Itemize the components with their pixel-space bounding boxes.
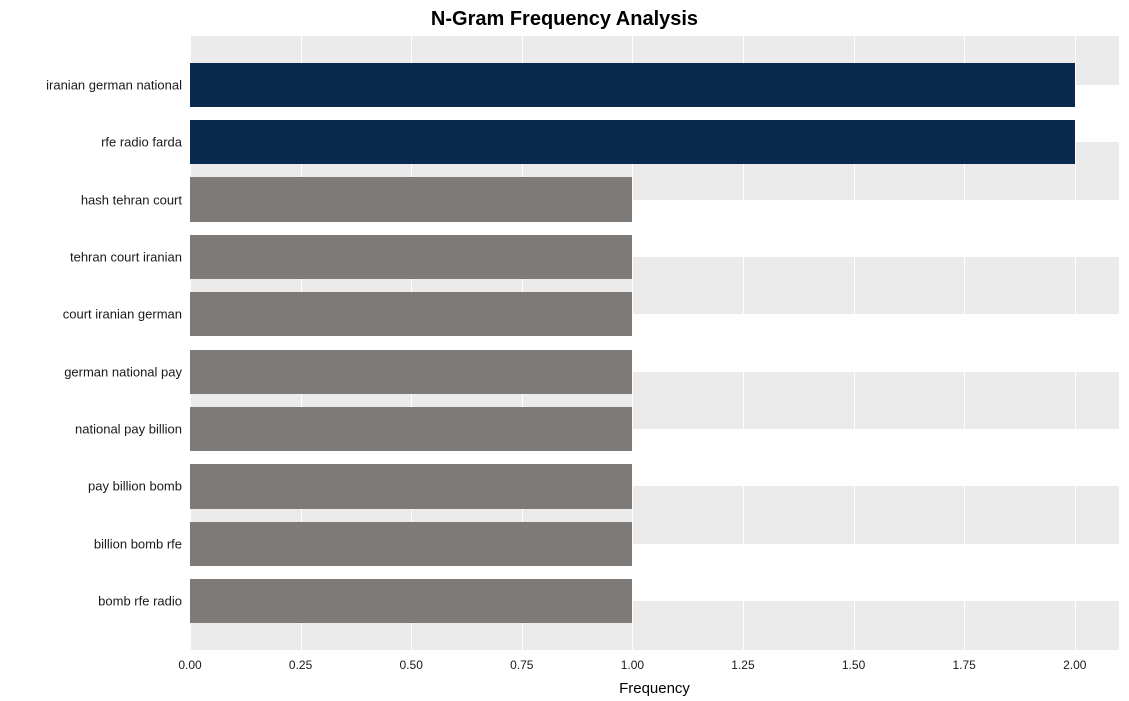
x-axis-tick-label: 0.25 xyxy=(289,658,312,672)
y-axis-label: bomb rfe radio xyxy=(0,594,182,609)
bar xyxy=(190,522,632,566)
y-axis-label: national pay billion xyxy=(0,422,182,437)
chart-title: N-Gram Frequency Analysis xyxy=(0,8,1129,31)
y-axis-label: hash tehran court xyxy=(0,192,182,207)
x-axis-tick-label: 2.00 xyxy=(1063,658,1086,672)
x-axis-tick-label: 0.00 xyxy=(178,658,201,672)
bar xyxy=(190,63,1075,107)
bar xyxy=(190,120,1075,164)
x-axis-tick-label: 0.50 xyxy=(400,658,423,672)
y-axis-label: court iranian german xyxy=(0,307,182,322)
x-axis-tick-label: 0.75 xyxy=(510,658,533,672)
bar xyxy=(190,350,632,394)
bar xyxy=(190,292,632,336)
bar xyxy=(190,177,632,221)
x-axis-tick-label: 1.00 xyxy=(621,658,644,672)
y-axis-label: billion bomb rfe xyxy=(0,536,182,551)
chart-container: N-Gram Frequency Analysis Frequency iran… xyxy=(0,0,1129,701)
bar xyxy=(190,407,632,451)
bar xyxy=(190,464,632,508)
y-axis-label: pay billion bomb xyxy=(0,479,182,494)
bar xyxy=(190,579,632,623)
y-axis-label: tehran court iranian xyxy=(0,249,182,264)
grid-vertical-line xyxy=(1075,36,1076,650)
bar xyxy=(190,235,632,279)
y-axis-label: rfe radio farda xyxy=(0,135,182,150)
y-axis-label: iranian german national xyxy=(0,77,182,92)
plot-area xyxy=(190,36,1119,650)
x-axis-title: Frequency xyxy=(190,680,1119,697)
x-axis-tick-label: 1.50 xyxy=(842,658,865,672)
y-axis-label: german national pay xyxy=(0,364,182,379)
x-axis-tick-label: 1.75 xyxy=(952,658,975,672)
x-axis-tick-label: 1.25 xyxy=(731,658,754,672)
